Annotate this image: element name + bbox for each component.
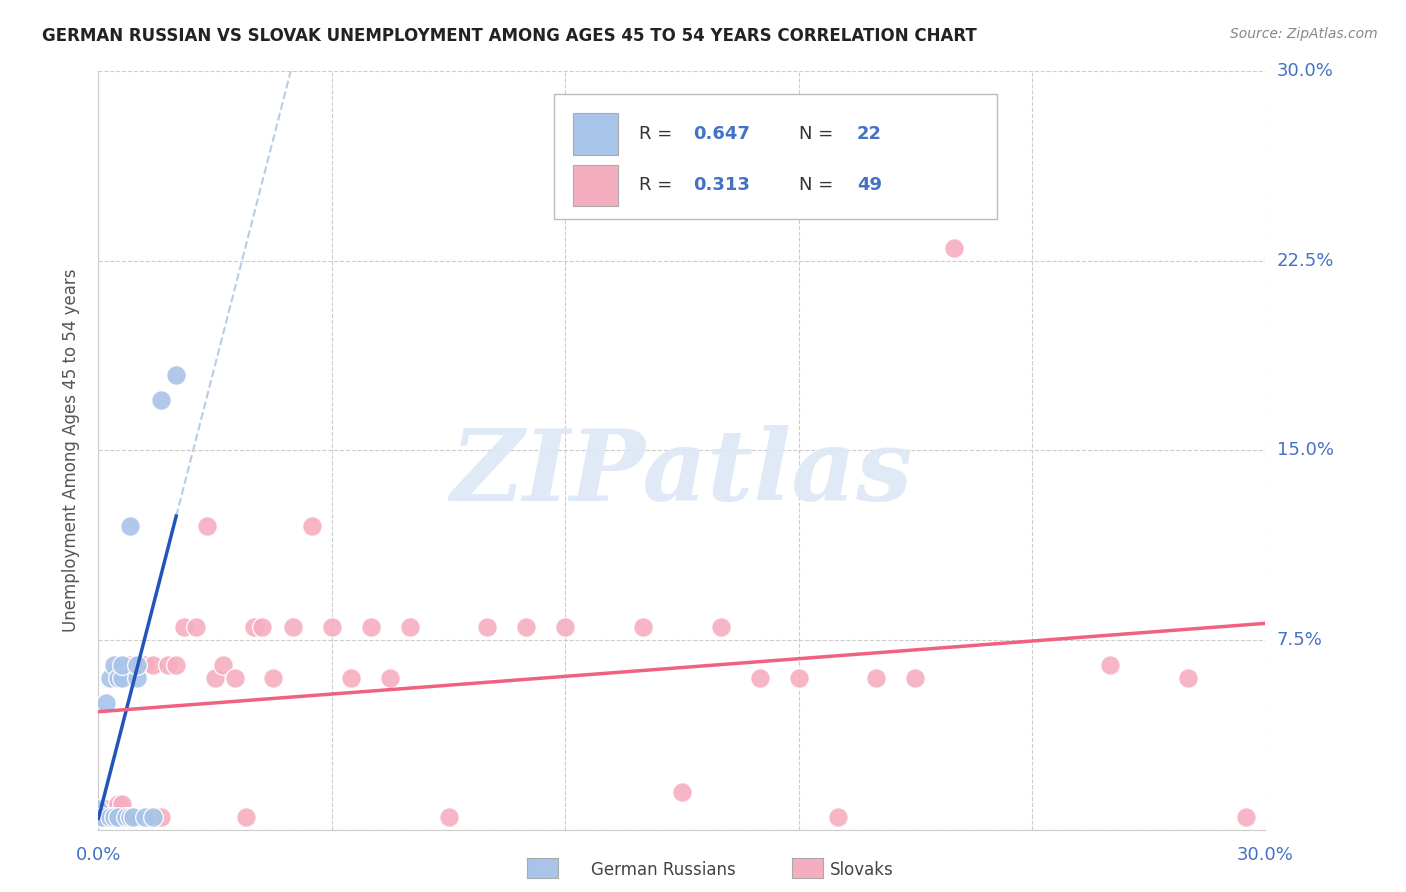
Text: 22: 22 [858,125,882,144]
FancyBboxPatch shape [554,95,997,219]
Point [122,810,145,824]
Text: 0.313: 0.313 [693,176,751,194]
Point [827,810,849,824]
Point [87,810,110,824]
Point [118,658,141,673]
Point [904,671,927,685]
Point [91,810,114,824]
Point [437,810,460,824]
Point [340,671,363,685]
Point [301,519,323,533]
Point [127,658,149,673]
Point [1177,671,1199,685]
Point [134,810,156,824]
Point [748,671,770,685]
Point [195,519,218,533]
Text: R =: R = [638,125,678,144]
Point [134,658,156,673]
Y-axis label: Unemployment Among Ages 45 to 54 years: Unemployment Among Ages 45 to 54 years [62,268,80,632]
Point [235,810,257,824]
Text: 30.0%: 30.0% [1277,62,1333,80]
Bar [574,113,617,155]
Point [98,810,121,824]
Text: ZIPatlas: ZIPatlas [451,425,912,522]
Point [212,658,235,673]
Text: 0.0%: 0.0% [76,847,121,864]
Point [114,810,136,824]
Point [865,671,887,685]
Point [398,620,420,634]
Point [118,810,141,824]
Point [96,696,118,710]
Point [554,620,576,634]
Point [360,620,382,634]
Text: 49: 49 [858,176,882,194]
Text: 22.5%: 22.5% [1277,252,1334,270]
Point [321,620,343,634]
Point [477,620,499,634]
Point [149,392,172,407]
Point [281,620,304,634]
Point [165,658,187,673]
Point [142,810,165,824]
Text: Slovaks: Slovaks [830,861,893,879]
Point [671,785,693,799]
Point [515,620,537,634]
Text: 15.0%: 15.0% [1277,442,1333,459]
Point [173,620,195,634]
Point [943,241,966,255]
Text: Source: ZipAtlas.com: Source: ZipAtlas.com [1230,27,1378,41]
Point [111,797,134,812]
Point [98,810,121,824]
Text: 30.0%: 30.0% [1237,847,1294,864]
Point [250,620,273,634]
Point [103,810,125,824]
Point [631,620,654,634]
Point [107,810,129,824]
Point [111,671,134,685]
Point [1234,810,1257,824]
Point [111,658,134,673]
Point [157,658,180,673]
Point [224,671,246,685]
Point [107,671,129,685]
Point [1098,658,1121,673]
Point [149,810,172,824]
Point [787,671,810,685]
Point [91,810,114,824]
Point [87,810,110,824]
Point [118,519,141,533]
Point [243,620,266,634]
Point [262,671,284,685]
Point [114,810,136,824]
Point [87,802,110,816]
Point [107,797,129,812]
Text: GERMAN RUSSIAN VS SLOVAK UNEMPLOYMENT AMONG AGES 45 TO 54 YEARS CORRELATION CHAR: GERMAN RUSSIAN VS SLOVAK UNEMPLOYMENT AM… [42,27,977,45]
Text: German Russians: German Russians [591,861,735,879]
Point [204,671,226,685]
Point [98,671,121,685]
Point [380,671,402,685]
Point [103,810,125,824]
Point [184,620,207,634]
Point [96,802,118,816]
Point [122,810,145,824]
Point [103,658,125,673]
Text: R =: R = [638,176,678,194]
Text: N =: N = [799,176,838,194]
Text: 0.647: 0.647 [693,125,751,144]
Text: 7.5%: 7.5% [1277,631,1323,649]
Point [127,671,149,685]
Point [127,658,149,673]
Bar [574,165,617,206]
Text: N =: N = [799,125,838,144]
Point [142,658,165,673]
Point [710,620,733,634]
Point [165,368,187,382]
